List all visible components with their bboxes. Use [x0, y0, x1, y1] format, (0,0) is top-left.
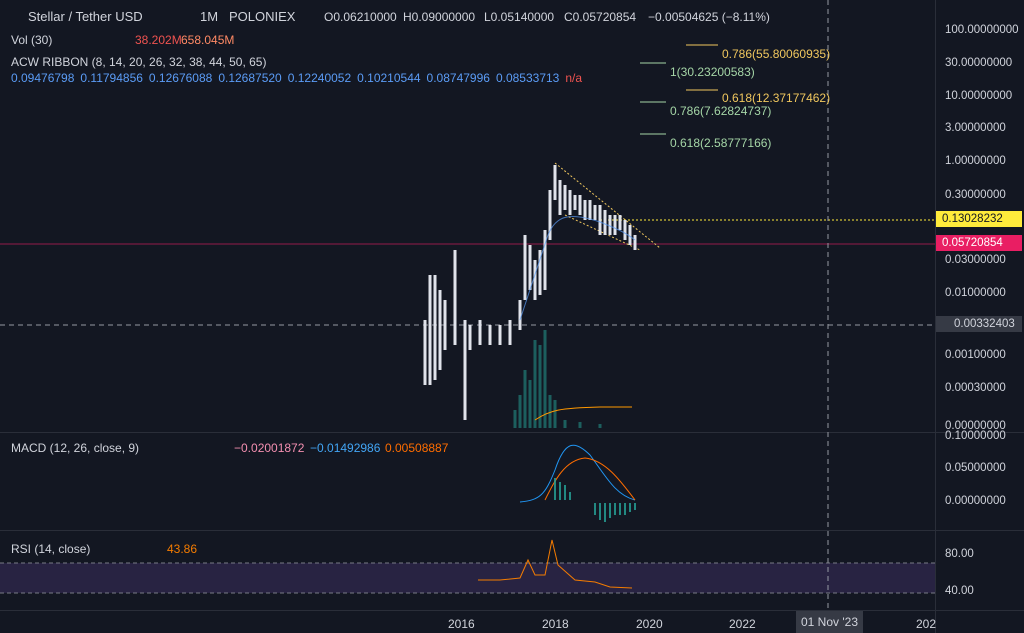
rsi-label[interactable]: RSI (14, close) — [11, 542, 91, 556]
rsi-axis-label: 40.00 — [945, 585, 974, 597]
ribbon-value: 0.09476798 — [11, 71, 75, 85]
price-axis-label: 1.00000000 — [945, 155, 1006, 167]
price-axis-label: 0.30000000 — [945, 189, 1006, 201]
ribbon-value: 0.12687520 — [218, 71, 282, 85]
price-axis-label: 0.00100000 — [945, 349, 1006, 361]
price-axis-label: 0.03000000 — [945, 254, 1006, 266]
ribbon-value: 0.11794856 — [80, 71, 143, 85]
rsi-value: 43.86 — [167, 542, 198, 556]
fib-label: 0.786(55.80060935) — [722, 47, 831, 61]
crosshair-time: 01 Nov '23 — [796, 611, 863, 633]
volume-value: 658.045M — [181, 33, 235, 47]
ribbon-value: 0.12676088 — [148, 71, 213, 85]
ribbon-value: 0.10210544 — [357, 71, 421, 85]
macd-value: −0.01492986 — [310, 441, 381, 455]
time-label: 2020 — [636, 617, 663, 631]
price-axis-label: 0.01000000 — [945, 287, 1006, 299]
price-axis-label: 0.00000000 — [945, 420, 1006, 432]
time-label: 2016 — [448, 617, 475, 631]
exchange: POLONIEX — [229, 9, 296, 24]
rsi-axis-label: 80.00 — [945, 548, 974, 560]
fib-label: 0.786(7.62824737) — [670, 104, 772, 118]
macd-axis-label: 0.05000000 — [945, 462, 1006, 474]
time-label: 2022 — [729, 617, 756, 631]
time-label: 2018 — [542, 617, 569, 631]
open: O0.06210000 — [324, 10, 397, 24]
macd-value: −0.02001872 — [234, 441, 305, 455]
ribbon-missing: n/a — [565, 71, 583, 85]
ribbon-label[interactable]: ACW RIBBON (8, 14, 20, 26, 32, 38, 44, 5… — [11, 55, 267, 69]
time-label: 202 — [916, 617, 937, 631]
price-axis-label: 0.00030000 — [945, 382, 1006, 394]
ribbon-values: 0.09476798 0.11794856 0.12676088 0.12687520… — [11, 71, 582, 85]
fib-label: 0.618(12.37177462) — [722, 91, 831, 105]
fib-label: 0.618(2.58777166) — [670, 136, 772, 150]
fib-label: 1(30.23200583) — [670, 65, 755, 79]
macd-axis-label: 0.10000000 — [945, 430, 1006, 442]
volume-value: 38.202M — [135, 33, 182, 47]
ribbon-value: 0.12240052 — [287, 71, 352, 85]
price-axis-label: 3.00000000 — [945, 122, 1006, 134]
price-axis-label: 10.00000000 — [945, 90, 1013, 102]
volume-label[interactable]: Vol (30) — [11, 33, 53, 47]
last-price-tag: 0.05720854 — [936, 235, 1022, 251]
symbol[interactable]: Stellar / Tether USD — [28, 9, 143, 24]
ribbon-value: 0.08533713 — [495, 71, 560, 85]
ribbon-value: 0.08747996 — [426, 71, 490, 85]
change: −0.00504625 (−8.11%) — [648, 10, 770, 24]
crosshair-price: 0.00332403 — [936, 316, 1022, 332]
macd-value: 0.00508887 — [385, 441, 449, 455]
price-axis-label: 30.00000000 — [945, 57, 1013, 69]
price-axis-label: 100.00000000 — [945, 24, 1019, 36]
close: C0.05720854 — [564, 10, 637, 24]
low: L0.05140000 — [484, 10, 555, 24]
macd-label[interactable]: MACD (12, 26, close, 9) — [11, 441, 140, 455]
interval[interactable]: 1M — [200, 9, 219, 24]
high: H0.09000000 — [403, 10, 476, 24]
macd-axis-label: 0.00000000 — [945, 495, 1006, 507]
level-tag: 0.13028232 — [936, 211, 1022, 227]
